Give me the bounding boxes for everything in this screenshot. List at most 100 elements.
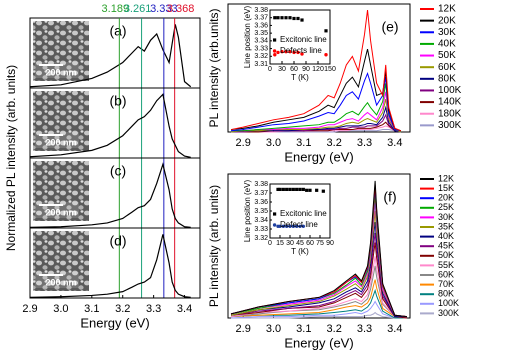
legend-label: 60K [438,269,454,279]
y-tick-label: 3.35 [254,30,268,37]
x-tick-label: 3.4 [387,137,402,149]
data-point [273,16,277,20]
scale-bar-label: 200 nm [45,67,76,77]
x-tick-label: 30 [286,240,294,247]
data-point [276,16,280,20]
x-axis-label: Energy (eV) [284,149,353,164]
plot-frame [227,173,411,319]
legend-label: 40K [438,231,454,241]
x-tick-label: 0 [268,240,272,247]
data-point [295,187,299,191]
scale-bar-label: 200 nm [45,277,76,287]
data-point [300,52,304,56]
legend-label: 30K [438,27,456,38]
y-axis-label: Normalized PL intensity (arb. units) [4,65,18,251]
x-tick-label: 3.1 [84,303,99,315]
spectrum-line [230,105,401,133]
data-point [280,16,284,20]
spectrum-line [231,279,408,319]
x-tick-label: 0 [268,66,272,73]
legend-swatch [273,38,277,42]
sem-image [33,161,89,221]
x-tick-label: 3.4 [177,303,192,315]
spectrum-line [29,93,191,158]
legend-label: 50K [438,250,454,260]
spectrum-line [230,180,408,318]
marker-label: 3.189 [102,3,130,15]
spectrum-line [29,234,191,298]
data-point [288,16,292,20]
spectrum-line [29,24,192,88]
data-point [308,188,312,192]
legend-label: Defect line [280,220,318,229]
y-tick-label: 3.32 [254,235,268,242]
legend-label: 300K [438,308,459,318]
data-point [291,187,295,191]
data-point [285,187,289,191]
data-point [273,53,277,57]
data-point [276,187,280,191]
spectrum-line [230,221,407,318]
x-tick-label: 3.2 [115,303,130,315]
legend-label: 300K [438,120,462,131]
legend-label: 12K [438,173,454,183]
data-point [324,53,328,57]
data-point [292,16,296,21]
data-point [276,50,280,55]
data-point [296,16,300,21]
x-tick-label: 3.4 [387,323,402,335]
x-tick-label: 2.9 [22,303,37,315]
data-point [298,224,302,228]
data-point [278,187,282,191]
y-axis-label: Line position (eV) [243,180,252,243]
y-axis-label: PL intensity (arb.units) [207,9,221,128]
legend-label: 100K [438,298,459,308]
x-tick-label: 150 [324,66,336,73]
data-point [280,49,284,54]
data-point [278,224,282,228]
y-tick-label: 3.37 [254,190,268,197]
legend-label: 50K [438,50,456,61]
x-tick-label: 2.9 [236,137,251,149]
legend-label: Excitonic line [280,35,327,44]
data-point [288,224,292,228]
y-axis-label: Line position (eV) [243,6,252,69]
legend-label: 40K [438,39,456,50]
data-point [281,187,285,191]
data-point [291,224,296,228]
x-tick-label: 90 [302,66,310,73]
marker-label: 3.368 [167,3,195,15]
x-tick-label: 3.3 [146,303,161,315]
y-tick-label: 3.36 [254,199,268,206]
spectrum-line [231,83,401,132]
data-point [288,49,292,54]
x-tick-label: 3.2 [327,323,342,335]
y-tick-label: 3.31 [254,61,268,68]
x-tick-label: 3.2 [327,137,342,149]
x-tick-label: 2.9 [236,323,251,335]
x-tick-label: 75 [316,240,324,247]
x-tick-label: 60 [306,240,314,247]
legend-label: 30K [438,212,454,222]
spectrum-line [230,242,408,319]
legend-label: 80K [438,289,454,299]
plot-frame [29,227,201,299]
y-tick-label: 3.33 [254,45,268,52]
data-point [284,49,288,54]
sem-image [33,21,89,81]
y-tick-label: 3.38 [254,181,268,188]
data-point [281,224,286,228]
spectrum-line [231,129,401,133]
x-axis-label: T (K) [291,247,309,256]
y-tick-label: 3.33 [254,226,268,233]
legend-label: 45K [438,241,454,251]
spectrum-line [231,91,401,132]
spectrum-line [230,98,402,133]
panel-label: (e) [381,19,398,35]
panel-label: (a) [109,23,126,39]
data-point [284,224,289,228]
x-tick-label: 3.0 [53,303,68,315]
spectrum-line [230,232,407,318]
